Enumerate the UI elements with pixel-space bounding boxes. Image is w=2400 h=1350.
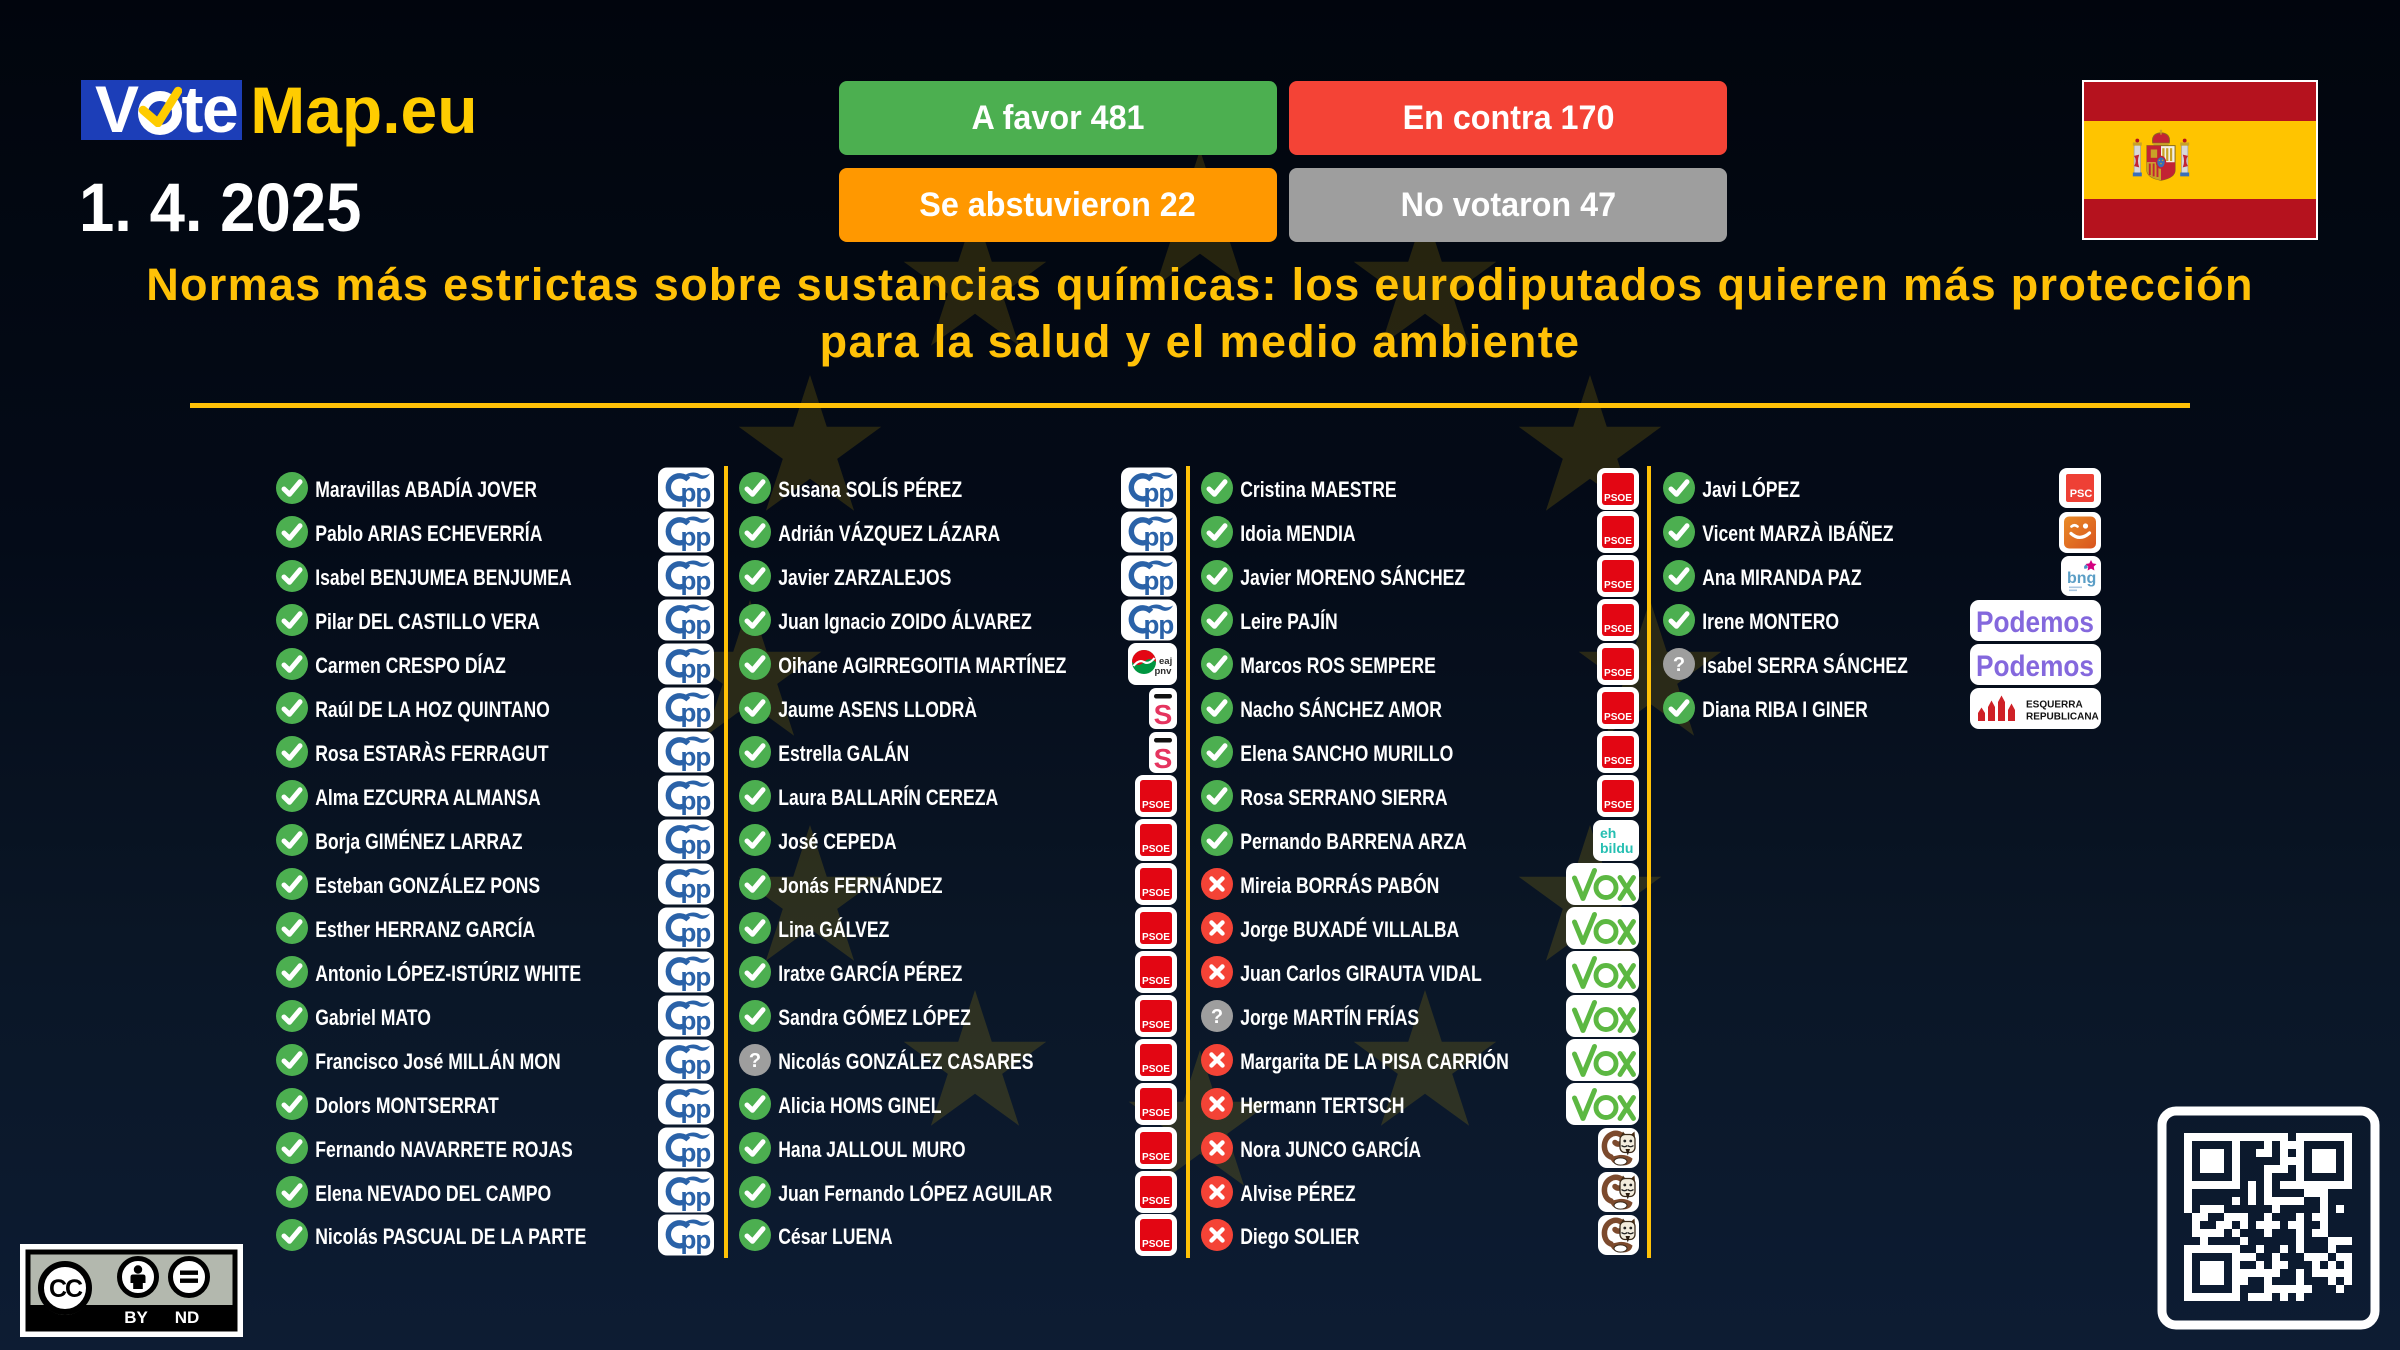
svg-text:CC: CC xyxy=(49,1275,83,1303)
svg-text:BY: BY xyxy=(124,1308,148,1327)
svg-text:ND: ND xyxy=(175,1308,200,1327)
